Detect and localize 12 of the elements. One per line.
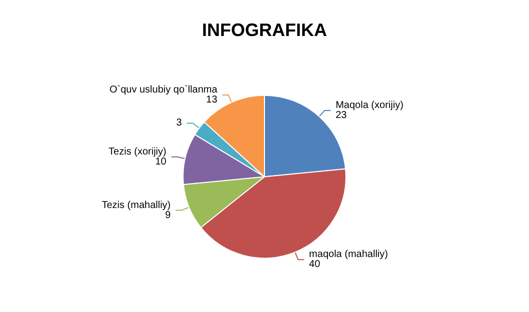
slice-label: O`quv uslubiy qo`llanma xyxy=(109,84,218,96)
chart-title: INFOGRAFIKA xyxy=(202,20,327,40)
slice-label: Maqola (xorijiy) xyxy=(336,100,404,112)
data-label: 10 xyxy=(155,156,167,168)
data-label: 9 xyxy=(165,210,172,221)
data-label: 13 xyxy=(206,94,218,106)
slice-label: Tezis (mahalliy) xyxy=(102,200,171,211)
slice-label: maqola (mahalliy) xyxy=(309,249,388,260)
slice-label: Tezis (xorijiy) xyxy=(108,146,166,158)
data-label: 40 xyxy=(309,259,321,270)
data-label: 3 xyxy=(176,118,182,129)
data-label: 23 xyxy=(336,110,348,122)
